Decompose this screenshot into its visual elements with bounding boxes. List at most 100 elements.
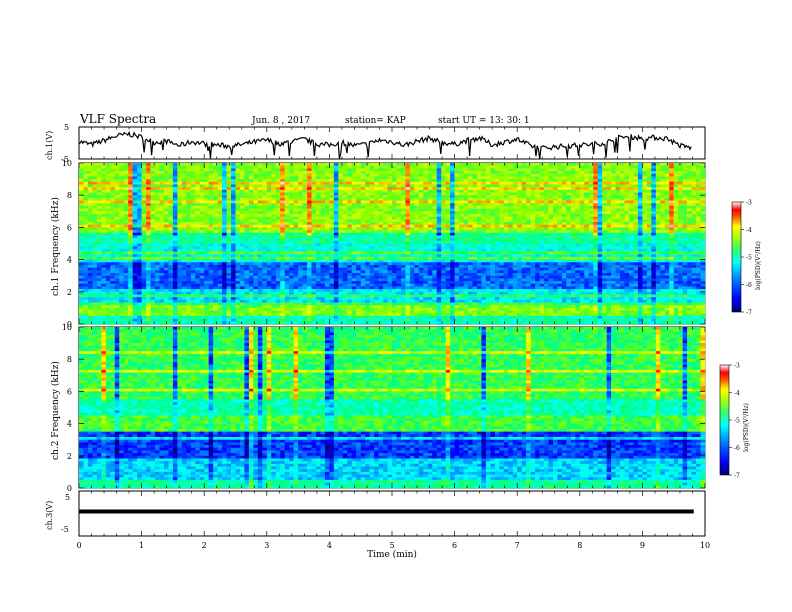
spectrogram-cell <box>365 238 370 242</box>
spectrogram-cell <box>678 251 683 255</box>
spectrogram-cell <box>280 168 285 172</box>
spectrogram-cell <box>155 181 160 185</box>
spectrogram-cell <box>597 251 603 255</box>
spectrogram-cell <box>177 248 183 252</box>
spectrogram-cell <box>655 230 661 234</box>
spectrogram-cell <box>530 232 536 236</box>
spectrogram-cell <box>257 168 263 172</box>
spectrogram-cell <box>253 195 259 199</box>
spectrogram-cell <box>490 173 496 177</box>
spectrogram-cell <box>405 248 411 252</box>
spectrogram-cell <box>155 238 160 242</box>
spectrogram-cell <box>163 179 169 183</box>
spectrogram-cell <box>163 165 169 169</box>
spectrogram-cell <box>561 254 567 258</box>
spectrogram-cell <box>195 200 201 204</box>
spectrogram-cell <box>159 230 165 234</box>
spectrogram-cell <box>651 211 657 215</box>
spectrogram-cell <box>418 248 424 252</box>
spectrogram-cell <box>110 213 116 217</box>
spectrogram-cell <box>620 195 625 199</box>
spectrogram-cell <box>682 205 688 209</box>
spectrogram-cell <box>119 240 125 244</box>
spectrogram-cell <box>360 238 366 242</box>
spectrogram-cell <box>195 219 201 223</box>
spectrogram-cell <box>172 246 178 250</box>
spectrogram-cell <box>387 163 393 166</box>
spectrogram-cell <box>494 240 500 244</box>
spectrogram-cell <box>678 173 683 177</box>
spectrogram-cell <box>678 232 683 236</box>
spectrogram-cell <box>392 187 397 191</box>
spectrogram-cell <box>593 208 598 212</box>
spectrogram-cell <box>92 243 98 247</box>
spectrogram-cell <box>490 176 496 180</box>
spectrogram-cell <box>673 240 679 244</box>
spectrogram-cell <box>392 240 397 244</box>
spectrogram-cell <box>177 163 183 166</box>
spectrogram-cell <box>561 219 567 223</box>
spectrogram-cell <box>669 192 674 196</box>
spectrogram-cell <box>383 189 388 193</box>
spectrogram-cell <box>561 240 567 244</box>
spectrogram-cell <box>696 176 701 180</box>
spectrogram-cell <box>155 248 160 252</box>
spectrogram-cell <box>141 232 147 236</box>
spectrogram-cell <box>423 192 429 196</box>
spectrogram-cell <box>324 189 330 193</box>
spectrogram-cell <box>588 238 594 242</box>
spectrogram-cell <box>687 222 692 226</box>
spectrogram-cell <box>146 165 151 169</box>
spectrogram-cell <box>620 163 625 166</box>
spectrogram-cell <box>128 243 133 247</box>
spectrogram-cell <box>400 192 406 196</box>
spectrogram-cell <box>499 173 505 177</box>
spectrogram-cell <box>508 179 514 183</box>
spectrogram-cell <box>669 219 674 223</box>
spectrogram-cell <box>320 165 326 169</box>
spectrogram-cell <box>597 165 603 169</box>
spectrogram-cell <box>691 246 697 250</box>
spectrogram-cell <box>503 230 509 234</box>
spectrogram-cell <box>105 251 111 255</box>
spectrogram-cell <box>186 203 192 207</box>
spectrogram-cell <box>338 192 344 196</box>
spectrogram-cell <box>584 192 590 196</box>
spectrogram-cell <box>593 219 598 223</box>
spectrogram-cell <box>691 171 697 175</box>
spectrogram-cell <box>633 184 639 188</box>
spectrogram-cell <box>646 181 652 185</box>
spectrogram-cell <box>146 179 151 183</box>
spectrogram-cell <box>253 216 259 220</box>
spectrogram-cell <box>87 192 93 196</box>
spectrogram-cell <box>517 184 522 188</box>
spectrogram-cell <box>535 181 540 185</box>
spectrogram-cell <box>414 203 420 207</box>
spectrogram-cell <box>92 232 98 236</box>
spectrogram-cell <box>329 208 335 212</box>
spectrogram-cell <box>213 208 218 212</box>
spectrogram-cell <box>195 224 201 228</box>
spectrogram-cell <box>602 216 607 220</box>
spectrogram-cell <box>660 195 666 199</box>
spectrogram-cell <box>494 187 500 191</box>
spectrogram-cell <box>275 181 281 185</box>
spectrogram-cell <box>177 181 183 185</box>
spectrogram-cell <box>423 181 429 185</box>
spectrogram-cell <box>374 192 379 196</box>
spectrogram-cell <box>293 197 299 201</box>
spectrogram-cell <box>633 235 639 239</box>
spectrogram-cell <box>137 238 142 242</box>
spectrogram-cell <box>651 224 657 228</box>
spectrogram-cell <box>620 189 625 193</box>
spectrogram-cell <box>217 208 223 212</box>
spectrogram-cell <box>356 205 361 209</box>
spectrogram-cell <box>530 181 536 185</box>
spectrogram-cell <box>602 168 607 172</box>
spectrogram-cell <box>329 197 335 201</box>
spectrogram-cell <box>83 181 89 185</box>
spectrogram-cell <box>374 235 379 239</box>
spectrogram-cell <box>646 203 652 207</box>
spectrogram-cell <box>637 224 643 228</box>
spectrogram-cell <box>508 189 514 193</box>
